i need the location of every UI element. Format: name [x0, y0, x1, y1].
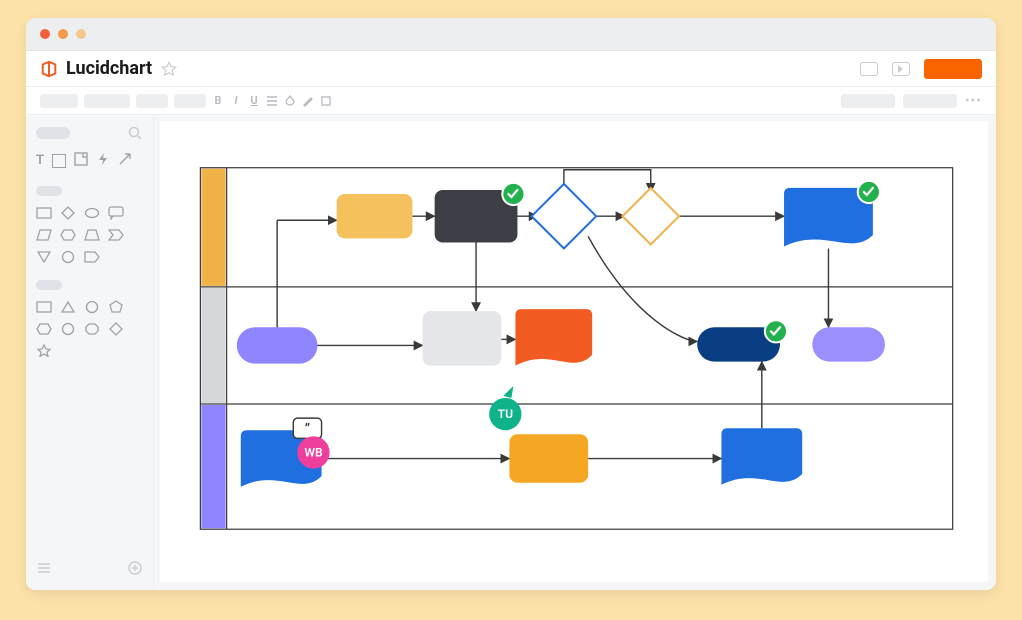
shape-diamond-icon[interactable]	[60, 206, 76, 220]
italic-icon[interactable]: I	[230, 94, 242, 108]
titlebar	[26, 18, 996, 51]
share-button[interactable]	[924, 59, 982, 79]
align-icon[interactable]	[266, 94, 278, 108]
fill-icon[interactable]	[284, 94, 296, 108]
traffic-max[interactable]	[76, 29, 86, 39]
shape-pentagon-icon[interactable]	[108, 300, 124, 314]
svg-text:”: ”	[305, 421, 310, 436]
sidebar-title	[36, 127, 70, 139]
app-window: Lucidchart B I U •••	[26, 18, 996, 590]
shape-circle2-icon[interactable]	[84, 300, 100, 314]
shape-hex2-icon[interactable]	[36, 322, 52, 336]
play-icon[interactable]	[892, 62, 910, 76]
shape-callout-icon[interactable]	[108, 206, 124, 220]
shapes-sidebar: T	[26, 115, 154, 590]
app-name: Lucidchart	[66, 58, 152, 79]
shape-rect-icon[interactable]	[36, 206, 52, 220]
shape-trapezoid-icon[interactable]	[84, 228, 100, 242]
canvas[interactable]: ” WB TU	[160, 121, 988, 582]
tb-color-group[interactable]	[174, 94, 206, 108]
shape-penta-out-icon[interactable]	[84, 250, 100, 264]
shape-grid-flow	[36, 206, 143, 264]
shape-chevron-icon[interactable]	[108, 228, 124, 242]
box-icon[interactable]	[320, 94, 332, 108]
text-tool-icon[interactable]: T	[36, 153, 44, 168]
body: T	[26, 115, 996, 590]
tb-font-group[interactable]	[84, 94, 130, 108]
shape-star-icon[interactable]	[36, 344, 52, 358]
tb-size-group[interactable]	[136, 94, 168, 108]
shape-grid-basic	[36, 300, 143, 358]
rect-tool-icon[interactable]	[52, 154, 66, 168]
more-icon[interactable]: •••	[965, 93, 982, 109]
menu-icon[interactable]	[36, 560, 52, 580]
bold-icon[interactable]: B	[212, 94, 224, 108]
shape-octagon-icon[interactable]	[84, 322, 100, 336]
note-tool-icon[interactable]	[74, 151, 88, 170]
tb-undo-group[interactable]	[40, 94, 78, 108]
section-basic	[36, 280, 62, 290]
traffic-close[interactable]	[40, 29, 50, 39]
svg-text:WB: WB	[304, 446, 323, 460]
shape-rect2-icon[interactable]	[36, 300, 52, 314]
header: Lucidchart	[26, 51, 996, 87]
shape-triangle-icon[interactable]	[60, 300, 76, 314]
arrow-tool-icon[interactable]	[118, 151, 132, 170]
pen-icon[interactable]	[302, 94, 314, 108]
shape-diamond2-icon[interactable]	[108, 322, 124, 336]
add-shapes-icon[interactable]	[127, 560, 143, 580]
tb-right-2[interactable]	[903, 94, 957, 108]
tb-right-1[interactable]	[841, 94, 895, 108]
toolbar: B I U •••	[26, 87, 996, 115]
insert-tools: T	[36, 151, 143, 170]
shape-tri-down-icon[interactable]	[36, 250, 52, 264]
shape-parallelogram-icon[interactable]	[36, 228, 52, 242]
present-icon[interactable]	[860, 62, 878, 76]
section-flowchart	[36, 186, 62, 196]
svg-text:TU: TU	[498, 407, 513, 421]
shape-circle3-icon[interactable]	[60, 322, 76, 336]
traffic-min[interactable]	[58, 29, 68, 39]
search-icon[interactable]	[127, 125, 143, 141]
shape-circle-icon[interactable]	[60, 250, 76, 264]
favorite-star-icon[interactable]	[160, 60, 178, 78]
underline-icon[interactable]: U	[248, 94, 260, 108]
shape-oval-icon[interactable]	[84, 206, 100, 220]
logo-icon	[40, 60, 58, 78]
shape-hex-icon[interactable]	[60, 228, 76, 242]
lightning-tool-icon[interactable]	[96, 151, 110, 170]
